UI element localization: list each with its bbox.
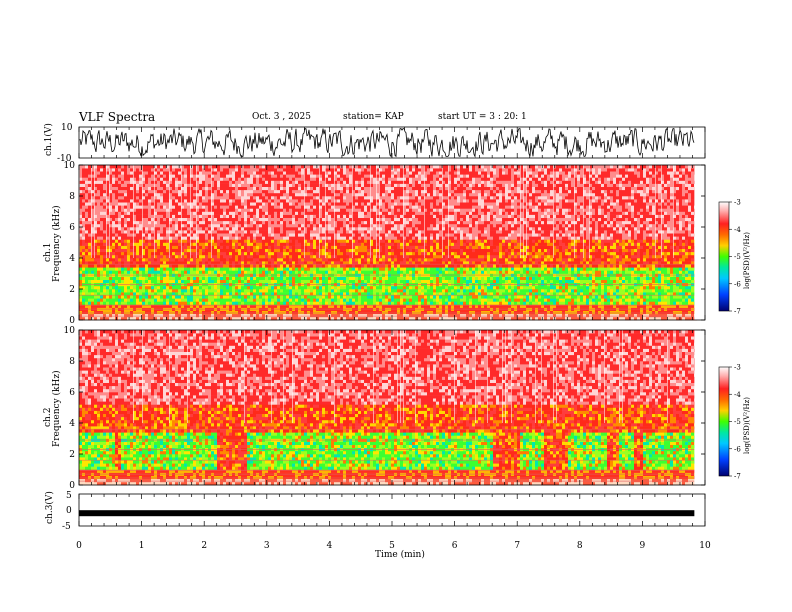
ch3-ytick-mid: 0: [66, 506, 72, 516]
ch1-ylabel-frequency: Frequency (kHz): [51, 205, 62, 282]
colorbar-tick-label: -7: [734, 308, 741, 316]
ch1-colorbar-ticks: -3 -4 -5 -6 -7: [729, 199, 741, 316]
frequency-tick-label: 8: [69, 192, 75, 202]
ch3-waveform-ylabel: ch.3(V): [44, 491, 55, 524]
ch2-ylabel-frequency: Frequency (kHz): [51, 370, 62, 447]
ch3-ytick-bottom: -5: [62, 522, 71, 532]
time-tick-label: 1: [139, 541, 145, 551]
time-tick-label: 2: [201, 541, 207, 551]
ch1-colorbar-gradient: [719, 202, 729, 311]
frequency-tick-label: 2: [69, 285, 75, 295]
colorbar-tick-label: -5: [734, 253, 741, 261]
frequency-tick-label: 2: [69, 450, 75, 460]
time-tick-label: 3: [264, 541, 270, 551]
ch1-spectrogram-image: [79, 165, 705, 320]
time-tick-label: 8: [577, 541, 583, 551]
colorbar-tick-label: -7: [734, 473, 741, 481]
frequency-tick-label: 4: [69, 419, 75, 429]
time-tick-label: 9: [640, 541, 646, 551]
ch2-colorbar-ticks: -3 -4 -5 -6 -7: [729, 364, 741, 481]
frequency-tick-label: 10: [64, 326, 76, 336]
time-tick-label: 0: [76, 541, 82, 551]
ch1-waveform-ylabel: ch.1(V): [43, 123, 54, 156]
colorbar-tick-label: -4: [734, 391, 741, 399]
ch3-ytick-top: 5: [66, 491, 72, 501]
time-tick-label: 6: [452, 541, 458, 551]
colorbar-tick-label: -6: [734, 280, 741, 288]
ch1-ytick-top: 10: [61, 123, 73, 133]
colorbar-tick-label: -3: [734, 199, 741, 207]
ch3-waveform-trace: [79, 510, 694, 516]
frequency-tick-label: 4: [69, 254, 75, 264]
ch1-waveform-panel: 10 -10 ch.1(V): [43, 123, 705, 164]
time-tick-label: 4: [327, 541, 333, 551]
frequency-tick-label: 6: [69, 223, 75, 233]
ch2-colorbar: -3 -4 -5 -6 -7 log(PSD)(V²/Hz): [719, 364, 751, 481]
time-tick-label: 10: [699, 541, 711, 551]
colorbar-tick-label: -6: [734, 445, 741, 453]
ch2-colorbar-gradient: [719, 367, 729, 476]
ch2-spectrogram-image: [79, 330, 705, 485]
frequency-tick-label: 0: [69, 316, 75, 326]
ch2-colorbar-label: log(PSD)(V²/Hz): [743, 397, 751, 454]
x-axis-label: Time (min): [375, 549, 425, 560]
ch1-colorbar-label: log(PSD)(V²/Hz): [743, 232, 751, 289]
ch3-waveform-panel: 5 0 -5 ch.3(V): [44, 491, 705, 532]
frequency-tick-label: 6: [69, 388, 75, 398]
colorbar-tick-label: -3: [734, 364, 741, 372]
frequency-tick-label: 10: [64, 161, 76, 171]
time-tick-label: 7: [514, 541, 520, 551]
colorbar-tick-label: -4: [734, 226, 741, 234]
frequency-tick-label: 0: [69, 481, 75, 491]
frequency-tick-label: 8: [69, 357, 75, 367]
colorbar-tick-label: -5: [734, 418, 741, 426]
ch1-colorbar: -3 -4 -5 -6 -7 log(PSD)(V²/Hz): [719, 199, 751, 316]
